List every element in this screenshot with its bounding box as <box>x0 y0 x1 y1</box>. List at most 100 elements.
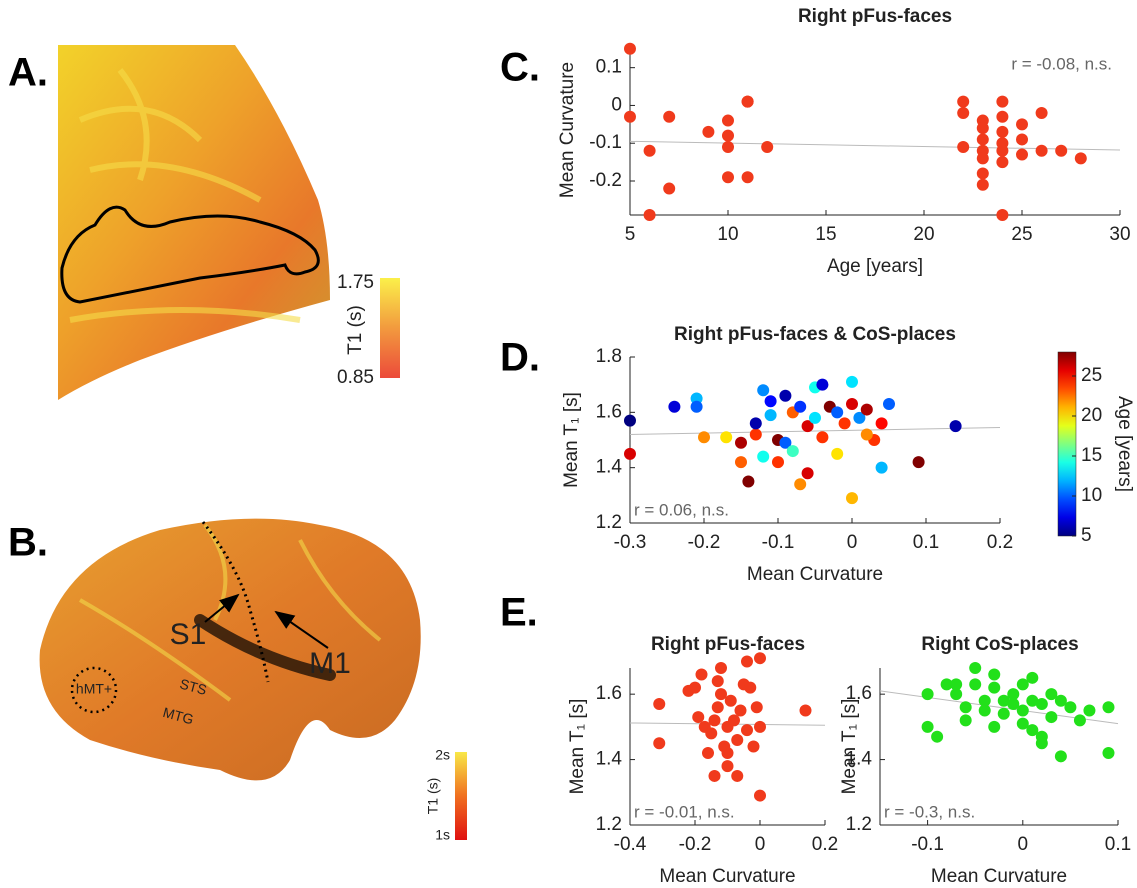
brain-label: hMT+ <box>76 681 112 697</box>
point <box>977 133 989 145</box>
x-tick-label: -0.3 <box>614 532 647 553</box>
x-tick-label: 5 <box>625 224 636 245</box>
point <box>1016 118 1028 130</box>
y-tick-label: 0.1 <box>596 57 622 78</box>
panel-label: A. <box>8 51 48 95</box>
point <box>765 395 777 407</box>
chart-title: Right pFus-faces & CoS-places <box>674 324 956 345</box>
colorbar-tick-label: 10 <box>1081 485 1102 506</box>
annotation: r = -0.08, n.s. <box>1011 54 1112 73</box>
point <box>754 652 766 664</box>
point <box>988 669 1000 681</box>
colorbar <box>1058 352 1076 536</box>
point <box>715 688 727 700</box>
y-tick-label: 1.6 <box>596 401 622 422</box>
y-tick-label: -0.1 <box>589 132 622 153</box>
point <box>1102 701 1114 713</box>
point <box>1075 152 1087 164</box>
point <box>969 678 981 690</box>
point <box>691 401 703 413</box>
point <box>846 376 858 388</box>
point <box>1007 688 1019 700</box>
colorbar-tick: 1.75 <box>337 272 374 293</box>
point <box>731 734 743 746</box>
y-tick-label: 1.2 <box>846 814 872 835</box>
x-tick-label: 0 <box>847 532 858 553</box>
point <box>624 448 636 460</box>
colorbar <box>455 752 467 840</box>
point <box>742 476 754 488</box>
point <box>692 711 704 723</box>
point <box>702 126 714 138</box>
point <box>839 417 851 429</box>
y-tick-label: 1.2 <box>596 814 622 835</box>
panel-label: E. <box>500 591 538 635</box>
point <box>883 398 895 410</box>
figure: 1.75 0.85 T1 (s) S1 M1 STS MTG hMT+ 2s 1… <box>0 0 1137 888</box>
point <box>831 406 843 418</box>
point <box>957 96 969 108</box>
point <box>765 409 777 421</box>
point <box>816 379 828 391</box>
point <box>977 179 989 191</box>
point <box>1036 698 1048 710</box>
point <box>1016 149 1028 161</box>
point <box>876 462 888 474</box>
point <box>1016 133 1028 145</box>
point <box>731 770 743 782</box>
point <box>960 701 972 713</box>
x-axis-label: Mean Curvature <box>747 564 883 585</box>
y-tick-label: 1.8 <box>596 346 622 367</box>
point <box>735 437 747 449</box>
x-tick-label: 25 <box>1011 224 1032 245</box>
point <box>653 698 665 710</box>
colorbar-tick-label: 20 <box>1081 405 1102 426</box>
point <box>728 714 740 726</box>
y-axis-label: Mean T₁ [s] <box>567 699 588 795</box>
point <box>913 456 925 468</box>
point <box>1074 714 1086 726</box>
point <box>735 456 747 468</box>
point <box>653 737 665 749</box>
x-axis-label: Mean Curvature <box>659 866 795 887</box>
x-axis-label: Age [years] <box>827 256 923 277</box>
point <box>1045 711 1057 723</box>
point <box>802 467 814 479</box>
x-tick-label: 0.2 <box>987 532 1013 553</box>
point <box>861 428 873 440</box>
point <box>709 714 721 726</box>
panel-label: D. <box>500 336 540 380</box>
point <box>977 152 989 164</box>
point <box>751 701 763 713</box>
colorbar-tick-label: 5 <box>1081 525 1092 546</box>
point <box>969 662 981 674</box>
point <box>996 111 1008 123</box>
x-axis-label: Mean Curvature <box>931 866 1067 887</box>
point <box>1017 678 1029 690</box>
point <box>1036 145 1048 157</box>
point <box>709 770 721 782</box>
point <box>1036 737 1048 749</box>
x-tick-label: -0.2 <box>679 834 712 855</box>
point <box>977 122 989 134</box>
point <box>735 705 747 717</box>
annotation: r = -0.3, n.s. <box>884 802 975 821</box>
point <box>996 145 1008 157</box>
point <box>988 721 1000 733</box>
point <box>663 111 675 123</box>
point <box>1036 107 1048 119</box>
point <box>996 96 1008 108</box>
chart-title: Right pFus-faces <box>798 6 952 27</box>
chart-title: Right CoS-places <box>921 634 1078 655</box>
point <box>715 662 727 674</box>
point <box>787 445 799 457</box>
point <box>689 682 701 694</box>
point <box>744 682 756 694</box>
point <box>722 760 734 772</box>
point <box>779 390 791 402</box>
point <box>922 721 934 733</box>
point <box>720 431 732 443</box>
point <box>742 96 754 108</box>
x-tick-label: -0.2 <box>688 532 721 553</box>
x-tick-label: 0.1 <box>1105 834 1131 855</box>
